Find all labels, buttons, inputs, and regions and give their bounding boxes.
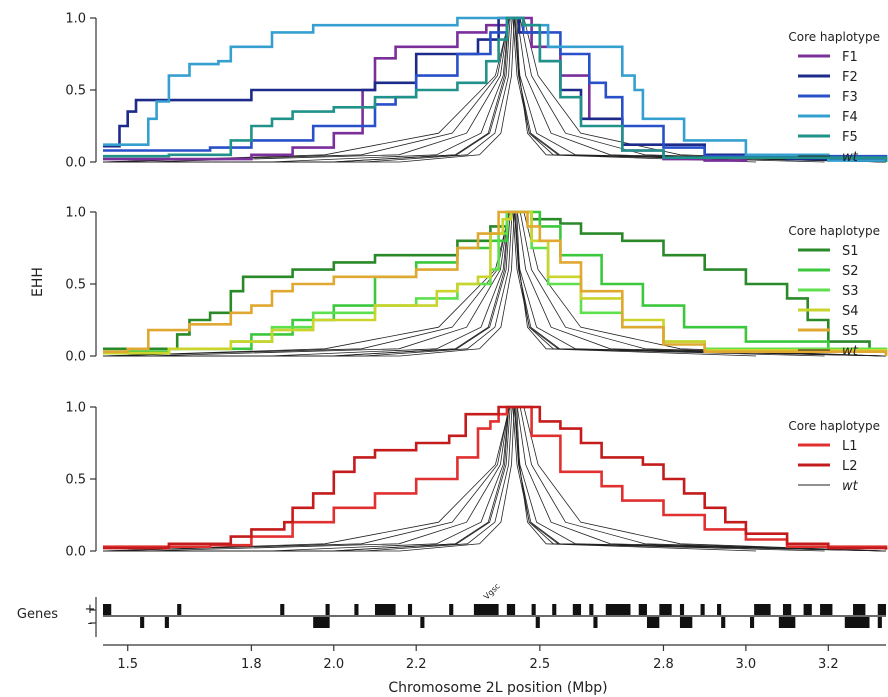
legend-S: Core haplotype S1 S2 S3 S4 S5 wt [788, 224, 880, 359]
gene-plus-5 [374, 604, 396, 615]
x-tick-label: 3.2 [818, 657, 839, 672]
gene-minus-4 [535, 617, 540, 628]
series-line-L2 [103, 405, 888, 550]
legend-entry-S1: S1 [842, 244, 859, 259]
gene-plus-24 [853, 604, 866, 615]
gene-plus-8 [473, 604, 499, 615]
y-tick-label: 1.0 [65, 206, 86, 221]
panel-S: 0.0 0.5 1.0 Core haplotype S1 S2 S3 S4 S5 wt [65, 206, 888, 365]
gene-plus-16 [659, 604, 672, 615]
x-tick-label: 2.0 [323, 657, 344, 672]
genes-minus-label: - [88, 616, 93, 631]
y-tick-label: 0.0 [65, 156, 86, 171]
x-tick-label: 1.5 [117, 657, 138, 672]
genes-panel: Vgsc 1.5 1.8 2.0 2.2 2.5 2.8 3.0 3.2 [90, 582, 886, 672]
gene-plus-13 [589, 604, 594, 615]
y-tick-label: 1.0 [65, 12, 86, 27]
legend-entry-S2: S2 [842, 264, 859, 279]
legend-entry-L2: L2 [842, 459, 858, 474]
gene-plus-21 [782, 604, 792, 615]
legend-entry-F4: F4 [842, 110, 858, 125]
series-line-L1 [103, 405, 888, 550]
legend-entry-wt: wt [842, 344, 859, 359]
genes-plus-label: + [85, 602, 96, 617]
gene-plus-1 [177, 604, 182, 615]
legend-entry-L1: L1 [842, 439, 858, 454]
gene-plus-15 [638, 604, 647, 615]
legend-entry-F5: F5 [842, 130, 858, 145]
gene-plus-0 [103, 604, 112, 615]
series-line-F4 [103, 16, 888, 162]
legend-entry-S4: S4 [842, 304, 859, 319]
x-tick-label: 2.2 [406, 657, 427, 672]
legend-entry-S3: S3 [842, 284, 859, 299]
gene-plus-9 [506, 604, 516, 615]
legend-entry-wt: wt [842, 479, 859, 494]
legend-entry-F2: F2 [842, 70, 858, 85]
gene-plus-25 [877, 604, 886, 615]
gene-plus-10 [531, 604, 536, 615]
x-axis-label: Chromosome 2L position (Mbp) [388, 680, 607, 696]
gene-minus-0 [140, 617, 145, 628]
y-axis-label: EHH [30, 267, 46, 297]
series-line-wt-5 [102, 406, 887, 552]
gene-plus-17 [679, 604, 685, 615]
y-tick-label: 0.5 [65, 278, 86, 293]
gene-minus-1 [164, 617, 169, 628]
gene-annotation-label: Vgsc [482, 582, 502, 602]
legend-L: Core haplotype L1 L2 wt [788, 419, 880, 494]
series-line-F5 [103, 16, 888, 162]
x-tick-label: 1.8 [241, 657, 262, 672]
legend-entry-S5: S5 [842, 324, 859, 339]
gene-minus-2 [313, 617, 330, 628]
y-tick-label: 0.5 [65, 84, 86, 99]
gene-minus-10 [778, 617, 796, 628]
gene-plus-14 [605, 604, 631, 615]
y-tick-label: 0.0 [65, 545, 86, 560]
legend-entry-wt: wt [842, 150, 859, 165]
series-line-wt-3 [103, 406, 887, 552]
legend-entry-F1: F1 [842, 50, 858, 65]
y-tick-label: 0.0 [65, 350, 86, 365]
legend-entry-F3: F3 [842, 90, 858, 105]
gene-minus-7 [679, 617, 693, 628]
panel-F: 0.0 0.5 1.0 Core haplotype F1 F2 F3 F4 F5 wt [65, 12, 888, 171]
gene-minus-8 [721, 617, 726, 628]
x-tick-label: 3.0 [736, 657, 757, 672]
gene-plus-20 [754, 604, 771, 615]
series-line-wt-7 [102, 406, 887, 552]
gene-plus-19 [717, 604, 722, 615]
gene-plus-6 [407, 604, 413, 615]
gene-plus-2 [280, 604, 285, 615]
gene-plus-7 [449, 604, 454, 615]
gene-plus-22 [803, 604, 812, 615]
x-tick-label: 2.5 [529, 657, 550, 672]
gene-plus-18 [700, 604, 705, 615]
gene-minus-11 [844, 617, 870, 628]
gene-minus-3 [420, 617, 425, 628]
legend-title: Core haplotype [788, 224, 880, 238]
legend-F: Core haplotype F1 F2 F3 F4 F5 wt [788, 30, 880, 165]
gene-minus-6 [646, 617, 660, 628]
series-line-S5 [103, 210, 888, 356]
legend-title: Core haplotype [788, 419, 880, 433]
panel-L: 0.0 0.5 1.0 Core haplotype L1 L2 wt [65, 401, 888, 560]
genes-row-label: Genes [17, 607, 58, 622]
gene-minus-12 [877, 617, 882, 628]
gene-minus-9 [750, 617, 755, 628]
gene-minus-5 [593, 617, 598, 628]
gene-plus-3 [325, 604, 330, 615]
y-tick-label: 1.0 [65, 401, 86, 416]
gene-plus-12 [572, 604, 582, 615]
gene-plus-4 [354, 604, 359, 615]
gene-plus-11 [552, 604, 557, 615]
y-tick-label: 0.5 [65, 473, 86, 488]
gene-plus-23 [820, 604, 833, 615]
series-line-wt-1 [103, 406, 887, 552]
x-tick-label: 2.8 [653, 657, 674, 672]
legend-title: Core haplotype [788, 30, 880, 44]
